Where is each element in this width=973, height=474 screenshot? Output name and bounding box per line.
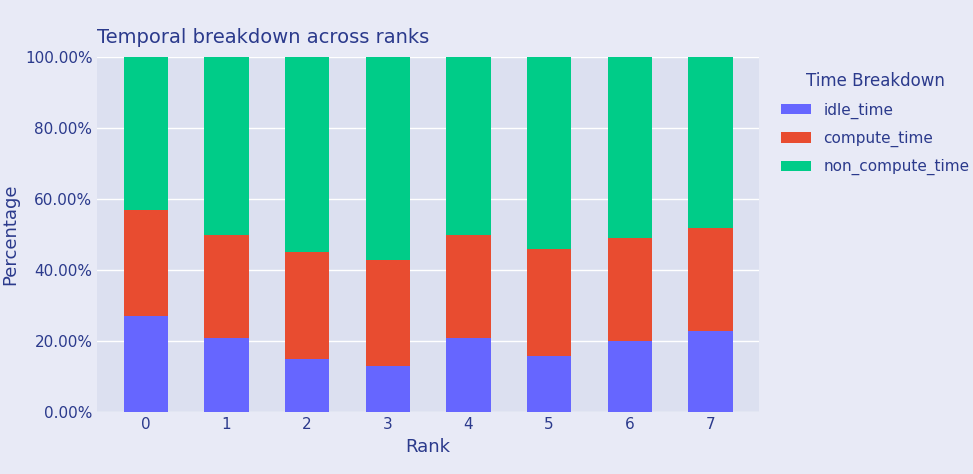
Bar — [527, 356, 571, 412]
Bar — [285, 57, 329, 252]
Bar — [527, 249, 571, 356]
Bar — [527, 57, 571, 249]
Bar — [447, 57, 490, 235]
Bar — [688, 228, 733, 331]
Bar — [285, 359, 329, 412]
Bar — [608, 238, 652, 341]
Bar — [447, 337, 490, 412]
Bar — [124, 57, 168, 210]
Bar — [366, 57, 410, 260]
Bar — [204, 57, 248, 235]
Y-axis label: Percentage: Percentage — [1, 184, 19, 285]
Bar — [285, 252, 329, 359]
X-axis label: Rank: Rank — [406, 438, 450, 456]
Text: Temporal breakdown across ranks: Temporal breakdown across ranks — [97, 28, 429, 47]
Bar — [608, 341, 652, 412]
Bar — [204, 337, 248, 412]
Legend: idle_time, compute_time, non_compute_time: idle_time, compute_time, non_compute_tim… — [774, 64, 973, 183]
Bar — [366, 366, 410, 412]
Bar — [608, 57, 652, 238]
Bar — [366, 260, 410, 366]
Bar — [688, 57, 733, 228]
Bar — [124, 210, 168, 317]
Bar — [688, 331, 733, 412]
Bar — [124, 317, 168, 412]
Bar — [447, 235, 490, 337]
Bar — [204, 235, 248, 337]
